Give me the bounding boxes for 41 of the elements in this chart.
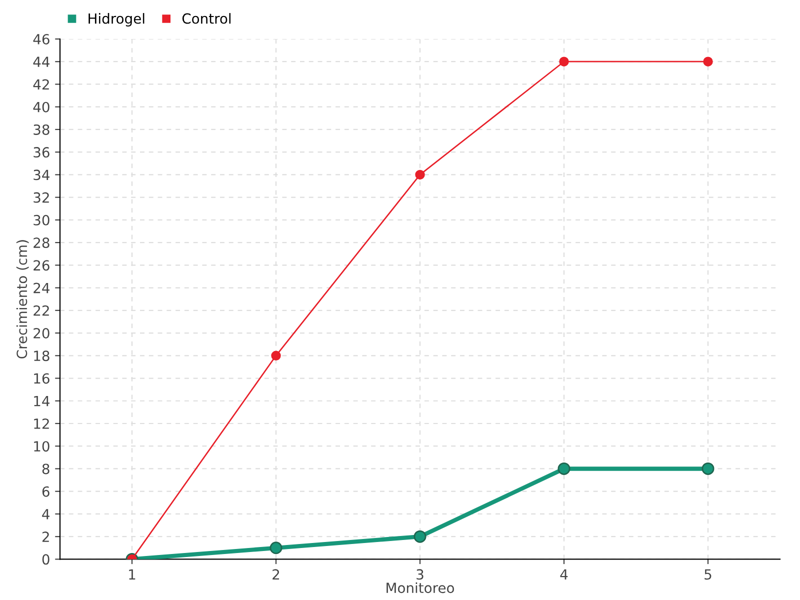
y-tick-label: 4 (42, 509, 50, 520)
y-tick-label: 34 (34, 170, 50, 180)
y-tick-label: 12 (34, 418, 49, 429)
legend-label: Hidrogel (88, 13, 144, 26)
y-tick-label: 6 (42, 486, 50, 497)
y-tick-label: 10 (34, 441, 50, 452)
y-tick-label: 2 (42, 532, 49, 542)
y-tick-label: 20 (34, 328, 50, 338)
point (703, 56, 713, 66)
y-tick-label: 40 (33, 102, 50, 112)
y-tick-label: 8 (42, 464, 50, 474)
x-tick-label: 1 (129, 569, 136, 580)
y-tick-label: 32 (34, 192, 49, 203)
x-tick-label: 5 (704, 569, 712, 580)
x-tick-label: 3 (416, 569, 424, 580)
point (702, 462, 714, 475)
point (558, 462, 570, 475)
x-tick-label: 4 (560, 569, 568, 580)
y-tick-label: 38 (34, 124, 50, 135)
y-tick-label: 14 (34, 396, 50, 406)
y-tick-label: 42 (33, 79, 49, 90)
y-axis-title: Crecimiento (cm) (16, 240, 29, 358)
y-tick-label: 26 (34, 260, 50, 271)
point (270, 542, 282, 554)
point (415, 170, 425, 180)
y-tick-label: 18 (34, 350, 50, 362)
legend-label: Control (182, 13, 231, 24)
x-axis-title: Monitoreo (386, 582, 454, 594)
y-tick-label: 44 (33, 56, 50, 67)
y-tick-label: 28 (34, 238, 50, 248)
x-tick-label: 2 (272, 569, 280, 580)
point (414, 530, 426, 543)
y-tick-label: 16 (34, 373, 50, 384)
y-tick-label: 22 (34, 305, 49, 316)
point (271, 350, 281, 361)
y-tick-label: 24 (34, 282, 50, 294)
y-tick-label: 0 (42, 554, 50, 565)
y-tick-label: 30 (34, 214, 50, 226)
point (559, 56, 569, 66)
y-tick-label: 46 (33, 34, 50, 44)
y-tick-label: 36 (34, 147, 50, 158)
